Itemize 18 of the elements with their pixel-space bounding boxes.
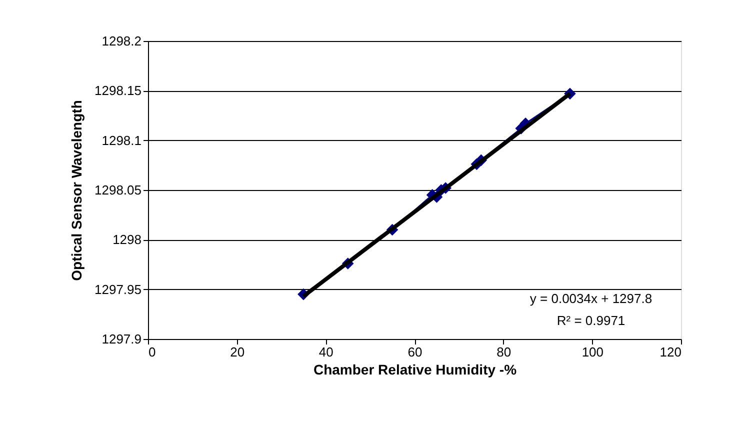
x-tick-label: 20 xyxy=(230,344,245,360)
x-tick-label: 120 xyxy=(660,344,682,360)
y-tick-label: 1298 xyxy=(112,232,142,248)
y-tick-label: 1298.15 xyxy=(94,83,142,98)
y-tick-label: 1297.95 xyxy=(94,282,142,297)
x-tick-label: 100 xyxy=(582,344,604,360)
y-tick-label: 1297.9 xyxy=(102,332,142,346)
x-tick-label: 80 xyxy=(496,344,512,360)
annotation: y = 0.0034x + 1297.8 xyxy=(530,291,652,306)
y-tick-label: 1298.2 xyxy=(102,34,142,48)
x-tick-label: 40 xyxy=(318,344,334,360)
y-axis-title: Optical Sensor Wavelength xyxy=(68,100,85,281)
annotation: R² = 0.9971 xyxy=(556,313,626,328)
x-axis-title: Chamber Relative Humidity -% xyxy=(313,362,518,378)
x-tick-label: 0 xyxy=(148,344,156,360)
y-tick-label: 1298.05 xyxy=(94,182,142,198)
x-tick-label: 60 xyxy=(408,344,422,360)
y-tick-label: 1298.1 xyxy=(102,132,142,148)
